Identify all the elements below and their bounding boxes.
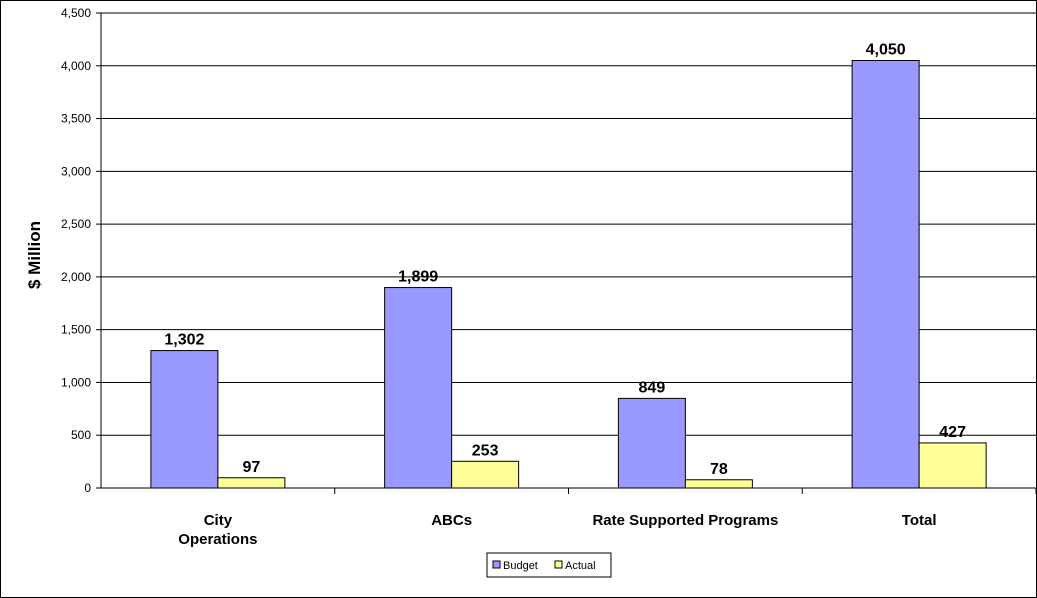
bar-actual-2	[684, 479, 753, 489]
y-tick-label: 500	[71, 428, 91, 442]
x-tick-label: Rate Supported Programs	[592, 512, 778, 529]
bar-budget-2	[617, 397, 686, 489]
y-tick-label: 1,500	[61, 323, 91, 337]
data-label-actual-0: 97	[242, 459, 260, 476]
data-label-budget-3: 4,050	[866, 42, 906, 59]
legend-box	[486, 552, 612, 578]
legend-entry-actual: Actual	[565, 560, 596, 572]
legend-swatch-budget	[492, 560, 501, 569]
y-tick-label: 3,000	[61, 164, 91, 178]
y-tick-label: 0	[84, 481, 91, 495]
y-tick-label: 2,500	[61, 217, 91, 231]
y-axis-title: $ Million	[25, 221, 44, 289]
x-tick-label: Operations	[178, 531, 257, 548]
legend-entry-budget: Budget	[503, 560, 538, 572]
y-tick-label: 2,000	[61, 270, 91, 284]
x-tick-label: Total	[902, 512, 937, 529]
bar-actual-3	[918, 442, 987, 489]
bar-budget-3	[851, 60, 920, 489]
bars	[150, 60, 987, 489]
y-tick-label: 4,000	[61, 59, 91, 73]
axes: 0 500 1,000 1,500 2,000 2,500 3,000 3,500 4,000 4…	[61, 6, 1037, 548]
data-labels: 1,302 97 1,899 253 849 78 4,050 427	[164, 42, 966, 478]
bar-actual-1	[451, 460, 520, 489]
data-label-actual-3: 427	[939, 424, 966, 441]
data-label-actual-1: 253	[472, 442, 499, 459]
data-label-budget-1: 1,899	[398, 269, 438, 286]
y-tick-label: 4,500	[61, 6, 91, 20]
legend-swatch-actual	[554, 560, 563, 569]
data-label-actual-2: 78	[710, 461, 728, 478]
x-tick-label: City	[204, 512, 233, 529]
bar-budget-1	[384, 287, 453, 489]
y-tick-label: 3,500	[61, 112, 91, 126]
bar-budget-0	[150, 350, 219, 489]
x-tick-label: ABCs	[431, 512, 472, 529]
legend: Budget Actual	[486, 552, 612, 578]
data-label-budget-0: 1,302	[164, 332, 204, 349]
bar-actual-0	[217, 477, 286, 489]
data-label-budget-2: 849	[639, 379, 666, 396]
y-tick-label: 1,000	[61, 375, 91, 389]
